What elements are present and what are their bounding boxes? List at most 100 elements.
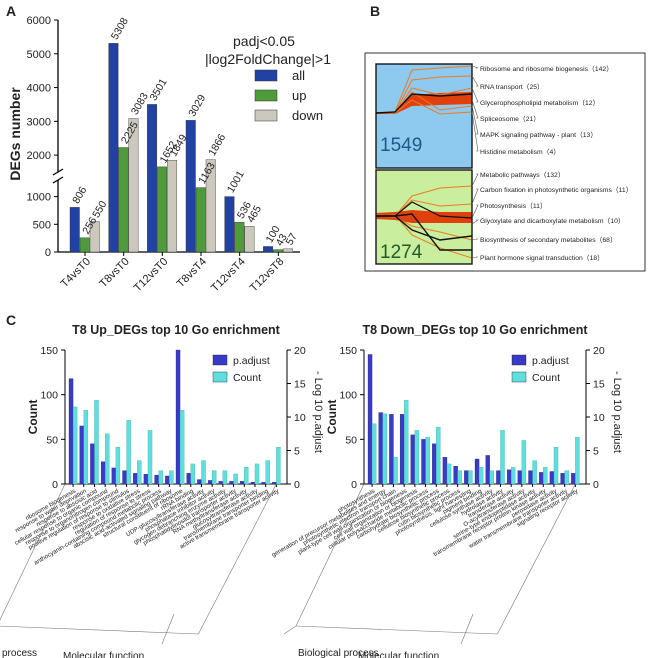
legend-swatch-all — [254, 69, 278, 82]
pathway-connector — [471, 99, 479, 119]
pathway-label: Carbon fixation in photosynthetic organi… — [480, 186, 633, 194]
bar-all — [224, 196, 235, 253]
y2-tick-label: 20 — [294, 345, 306, 357]
axis-break-mark — [52, 168, 64, 176]
panel-a-axes: 0 500 1000 2000 3000 4000 5000 6000 — [27, 15, 300, 259]
y-axis-label: Count — [325, 400, 339, 435]
bar-all — [185, 120, 196, 253]
panel-a-annotation-1: padj<0.05 — [233, 33, 295, 49]
bar-count — [564, 470, 569, 485]
pathway-label: MAPK signaling pathway - plant（13） — [480, 131, 597, 139]
floor-edge — [497, 483, 576, 635]
bar-value-label: 5308 — [109, 16, 131, 42]
cluster-1-centroid — [376, 93, 472, 114]
bar-count — [468, 470, 473, 485]
bar-up — [157, 166, 168, 253]
panel-b-pathways: Ribosome and ribosome biogenesis（142） RNA… — [480, 65, 633, 262]
x-tick-label: T12vsT8 — [248, 256, 287, 295]
bar-count — [158, 470, 163, 485]
x-tick-label: T8vsT4 — [175, 256, 209, 290]
bar-count — [371, 423, 377, 485]
bar-count — [72, 406, 78, 485]
legend-label: p.adjust — [532, 355, 569, 367]
bar-padjust — [399, 414, 405, 485]
legend-swatch — [511, 354, 527, 366]
panel-a: A DEGs number padj<0.05 |log2FoldChange|… — [6, 3, 331, 294]
panel-a-annotation-2: |log2FoldChange|>1 — [205, 51, 331, 67]
bar-count — [457, 470, 462, 485]
legend-label: Count — [532, 372, 560, 384]
bar-padjust — [154, 474, 159, 485]
legend-label-down: down — [292, 108, 323, 123]
bar-count — [436, 426, 441, 485]
bar-count — [137, 460, 142, 485]
bar-count — [190, 463, 195, 485]
pathway-connector — [471, 173, 479, 187]
bar-up — [195, 187, 206, 253]
bar-padjust — [528, 470, 533, 485]
panel-b-label: B — [370, 3, 380, 19]
bar-padjust — [378, 412, 383, 485]
panel-c-label: C — [6, 312, 16, 328]
bar-padjust — [539, 472, 544, 485]
cluster-1-box — [375, 63, 473, 169]
legend-label: p.adjust — [233, 355, 270, 367]
panel-a-legend: all up down — [254, 68, 323, 123]
bar-padjust — [100, 461, 106, 485]
bar-count — [404, 400, 409, 485]
bar-count — [446, 463, 452, 485]
bar-padjust — [207, 480, 213, 485]
y-tick-label: 0 — [45, 247, 51, 259]
group-label: Biological process — [298, 648, 379, 658]
bar-value-label: 806 — [70, 185, 89, 206]
y-tick-label: 100 — [339, 390, 357, 402]
bar-count — [414, 430, 420, 485]
pathway-label: Metabolic pathways（132） — [480, 171, 565, 179]
pathway-label: RNA transport（25） — [480, 83, 544, 91]
legend-swatch — [511, 371, 527, 383]
floor-edge — [295, 625, 498, 635]
legend-label-all: all — [292, 68, 305, 83]
group-label: process — [2, 648, 37, 658]
y-tick-label: 0 — [351, 479, 357, 491]
group-divider — [460, 613, 474, 645]
pathway-label: Plant hormone signal transduction（18） — [480, 254, 604, 262]
floor-edge — [283, 625, 297, 635]
bar-count — [179, 410, 185, 485]
y2-axis-label: - Log 10 p.adjust — [312, 371, 324, 453]
bar-count — [212, 470, 217, 485]
bar-count — [553, 446, 559, 485]
bar-value-label: 1866 — [206, 132, 228, 158]
cluster-1-band — [376, 92, 472, 114]
group-divider — [161, 613, 175, 645]
floor-edge — [0, 483, 66, 621]
bar-value-label: 3501 — [148, 77, 170, 103]
bar-padjust — [389, 414, 394, 485]
y2-axis-label: - Log 10 p.adjust — [611, 371, 623, 453]
y-tick-label: 500 — [33, 219, 51, 231]
bar-count — [201, 460, 206, 485]
bar-padjust — [79, 425, 84, 485]
y2-tick-label: 15 — [593, 379, 605, 391]
cluster-2-count: 1274 — [380, 242, 423, 263]
bar-value-label: 550 — [90, 199, 109, 220]
bar-count — [575, 436, 580, 485]
bar-padjust — [549, 471, 555, 485]
group-label: Molecular function — [358, 651, 439, 658]
bar-count — [478, 467, 484, 485]
panel-a-x-ticks: T4vsT0 T8vsT0 T12vsT0 T8vsT4 T12vsT4 T12vsT8 — [59, 252, 287, 295]
bar-all — [263, 246, 274, 253]
y-tick-label: 50 — [345, 434, 357, 446]
y-tick-label: 4000 — [27, 83, 51, 95]
bar-up — [79, 237, 90, 253]
bar-count — [94, 400, 99, 485]
y-tick-label: 1000 — [27, 192, 51, 204]
legend-label: Count — [233, 372, 261, 384]
y-tick-label: 100 — [40, 390, 58, 402]
bar-count — [105, 433, 110, 485]
chart-title: T8 Up_DEGs top 10 Go enrichment — [72, 323, 281, 337]
y-axis-label: Count — [26, 400, 40, 435]
axis-break-mark — [52, 176, 64, 184]
bar-count — [500, 430, 505, 485]
